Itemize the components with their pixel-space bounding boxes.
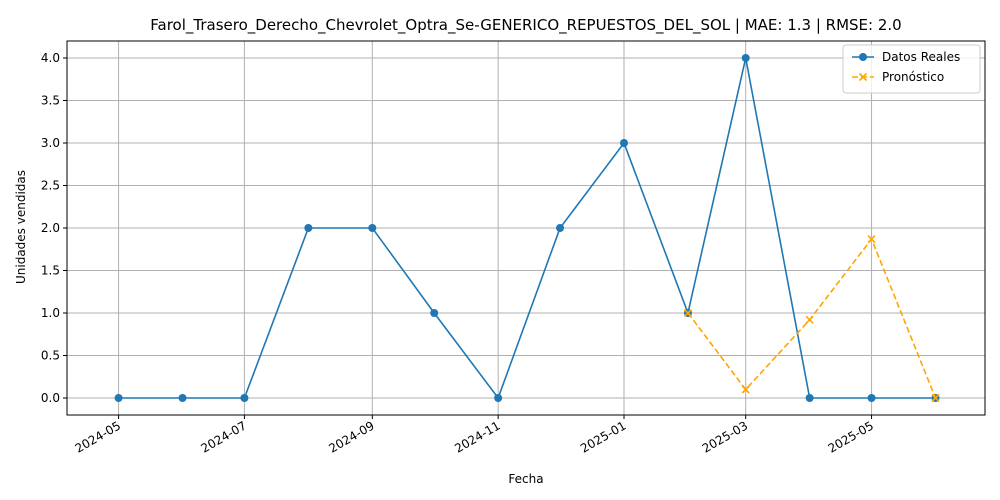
legend: Datos Reales Pronóstico: [842, 44, 981, 94]
x-tick-label: 2025-05: [826, 418, 876, 455]
data-point-1: [494, 394, 503, 402]
data-point-1: [304, 224, 313, 232]
y-axis-label: Unidades vendidas: [14, 170, 28, 284]
data-point-1: [741, 54, 750, 62]
data-point-2: [931, 393, 940, 403]
y-tick-label: 1.5: [41, 264, 60, 278]
y-tick-label: 0.0: [41, 391, 60, 405]
data-point-2: [805, 315, 814, 324]
legend-label-2: Pronóstico: [882, 70, 944, 84]
x-tick-label: 2024-09: [326, 418, 376, 455]
axes: 0.0 0.5 1.0 1.5 2.0 2.5 3.0 3.5 4.0 2024-05 2024-0…: [41, 40, 986, 456]
data-point-2: [683, 308, 693, 318]
legend-marker-2: [858, 72, 868, 82]
y-tick-label: 2.0: [41, 221, 60, 235]
data-point-2: [867, 234, 876, 244]
series-layer: [114, 54, 940, 403]
x-tick-label: 2024-05: [73, 418, 123, 455]
data-point-1: [178, 394, 187, 402]
y-tick-label: 1.0: [41, 306, 60, 320]
x-tick-label: 2025-03: [700, 418, 750, 455]
chart-title: Farol_Trasero_Derecho_Chevrolet_Optra_Se…: [150, 16, 901, 35]
legend-label-1: Datos Reales: [882, 50, 960, 64]
y-tick-label: 3.5: [41, 94, 60, 108]
data-point-1: [114, 394, 123, 402]
y-tick-label: 3.0: [41, 136, 60, 150]
x-tick-label: 2025-01: [578, 418, 628, 455]
data-point-1: [556, 224, 565, 232]
grid: [67, 41, 985, 415]
x-tick-label: 2024-07: [198, 418, 248, 455]
y-tick-label: 4.0: [41, 51, 60, 65]
legend-marker-1: [859, 53, 867, 61]
y-tick-label: 2.5: [41, 179, 60, 193]
data-point-1: [368, 224, 377, 232]
data-point-1: [430, 309, 439, 317]
plot-frame: [66, 40, 986, 416]
y-tick-label: 0.5: [41, 349, 60, 363]
data-point-1: [619, 139, 628, 147]
data-point-1: [240, 394, 249, 402]
data-point-1: [867, 394, 876, 402]
data-point-1: [805, 394, 814, 402]
data-point-2: [741, 385, 750, 394]
x-tick-label: 2024-11: [452, 418, 502, 455]
legend-box: [842, 44, 981, 94]
x-axis-label: Fecha: [508, 472, 543, 486]
series-line-1: [118, 57, 936, 400]
